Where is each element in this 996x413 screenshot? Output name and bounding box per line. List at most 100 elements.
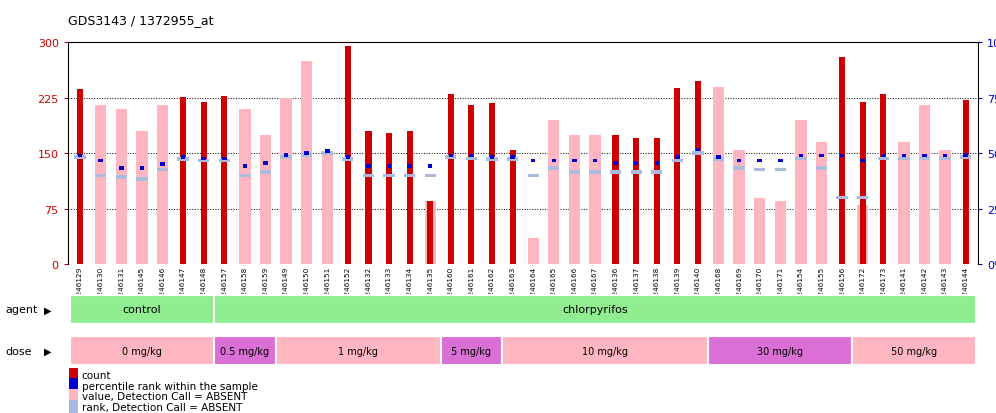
Bar (552, 159, 556, 163)
Bar (733, 150, 745, 264)
Bar (695, 148, 700, 152)
Text: value, Detection Call = ABSENT: value, Detection Call = ABSENT (82, 392, 247, 401)
Bar (775, 168, 786, 172)
Bar (901, 154, 906, 158)
Bar (919, 157, 930, 161)
Bar (201, 157, 206, 161)
Bar (325, 150, 330, 154)
Bar (861, 159, 865, 163)
Bar (407, 164, 412, 168)
Bar (593, 159, 598, 163)
Bar (448, 154, 453, 158)
Bar (490, 156, 494, 159)
Bar (214, 295, 976, 324)
Bar (440, 337, 502, 366)
Bar (778, 159, 783, 163)
Bar (737, 159, 741, 163)
Bar (260, 135, 271, 264)
Bar (531, 159, 536, 163)
Bar (963, 154, 968, 157)
Bar (671, 159, 683, 163)
Bar (180, 98, 186, 264)
Text: 0.5 mg/kg: 0.5 mg/kg (220, 346, 269, 356)
Bar (284, 154, 288, 157)
Text: ▶: ▶ (44, 305, 52, 315)
Bar (156, 106, 168, 264)
Bar (919, 106, 930, 264)
Bar (239, 174, 251, 178)
Bar (218, 159, 230, 163)
Bar (713, 158, 724, 161)
Bar (510, 156, 515, 159)
Bar (840, 154, 845, 158)
Bar (385, 133, 392, 264)
Bar (69, 378, 78, 393)
Bar (630, 171, 641, 174)
Bar (881, 154, 885, 158)
Bar (486, 158, 498, 161)
Bar (404, 174, 415, 178)
Bar (962, 101, 969, 264)
Bar (674, 89, 680, 264)
Bar (654, 161, 659, 165)
Bar (281, 156, 292, 159)
Text: 30 mg/kg: 30 mg/kg (757, 346, 804, 356)
Bar (468, 106, 474, 264)
Bar (428, 164, 432, 168)
Bar (898, 157, 909, 161)
Bar (939, 150, 951, 264)
Bar (222, 157, 226, 161)
Bar (510, 150, 516, 264)
Bar (960, 156, 971, 159)
Text: chlorpyrifos: chlorpyrifos (562, 305, 627, 315)
Bar (754, 168, 765, 172)
Bar (200, 102, 207, 264)
Text: rank, Detection Call = ABSENT: rank, Detection Call = ABSENT (82, 402, 242, 412)
Bar (221, 96, 227, 264)
Bar (795, 157, 807, 161)
Bar (713, 88, 724, 264)
Bar (708, 337, 853, 366)
Text: ▶: ▶ (44, 346, 52, 356)
Bar (795, 121, 807, 264)
Bar (816, 167, 828, 171)
Bar (816, 143, 828, 264)
Bar (939, 157, 951, 161)
Bar (406, 132, 412, 264)
Bar (366, 132, 372, 264)
Bar (69, 368, 78, 382)
Bar (281, 99, 292, 264)
Bar (651, 171, 662, 174)
Bar (528, 239, 539, 264)
Bar (675, 156, 679, 159)
Bar (77, 90, 84, 264)
Bar (136, 178, 147, 181)
Bar (116, 109, 126, 264)
Text: 0 mg/kg: 0 mg/kg (122, 346, 161, 356)
Bar (469, 154, 474, 158)
Bar (839, 58, 846, 264)
Bar (363, 174, 374, 178)
Bar (116, 176, 126, 179)
Bar (569, 171, 580, 174)
Bar (424, 174, 436, 178)
Bar (160, 163, 164, 167)
Bar (733, 167, 745, 171)
Bar (943, 154, 947, 158)
Bar (95, 106, 107, 264)
Bar (69, 400, 78, 413)
Bar (775, 202, 786, 264)
Bar (198, 159, 209, 163)
Bar (70, 295, 214, 324)
Bar (716, 156, 721, 159)
Bar (427, 202, 433, 264)
Bar (858, 205, 869, 264)
Text: control: control (123, 305, 161, 315)
Bar (633, 161, 638, 165)
Bar (590, 135, 601, 264)
Bar (69, 389, 78, 404)
Bar (853, 337, 976, 366)
Bar (860, 102, 866, 264)
Bar (177, 158, 188, 161)
Bar (610, 171, 622, 174)
